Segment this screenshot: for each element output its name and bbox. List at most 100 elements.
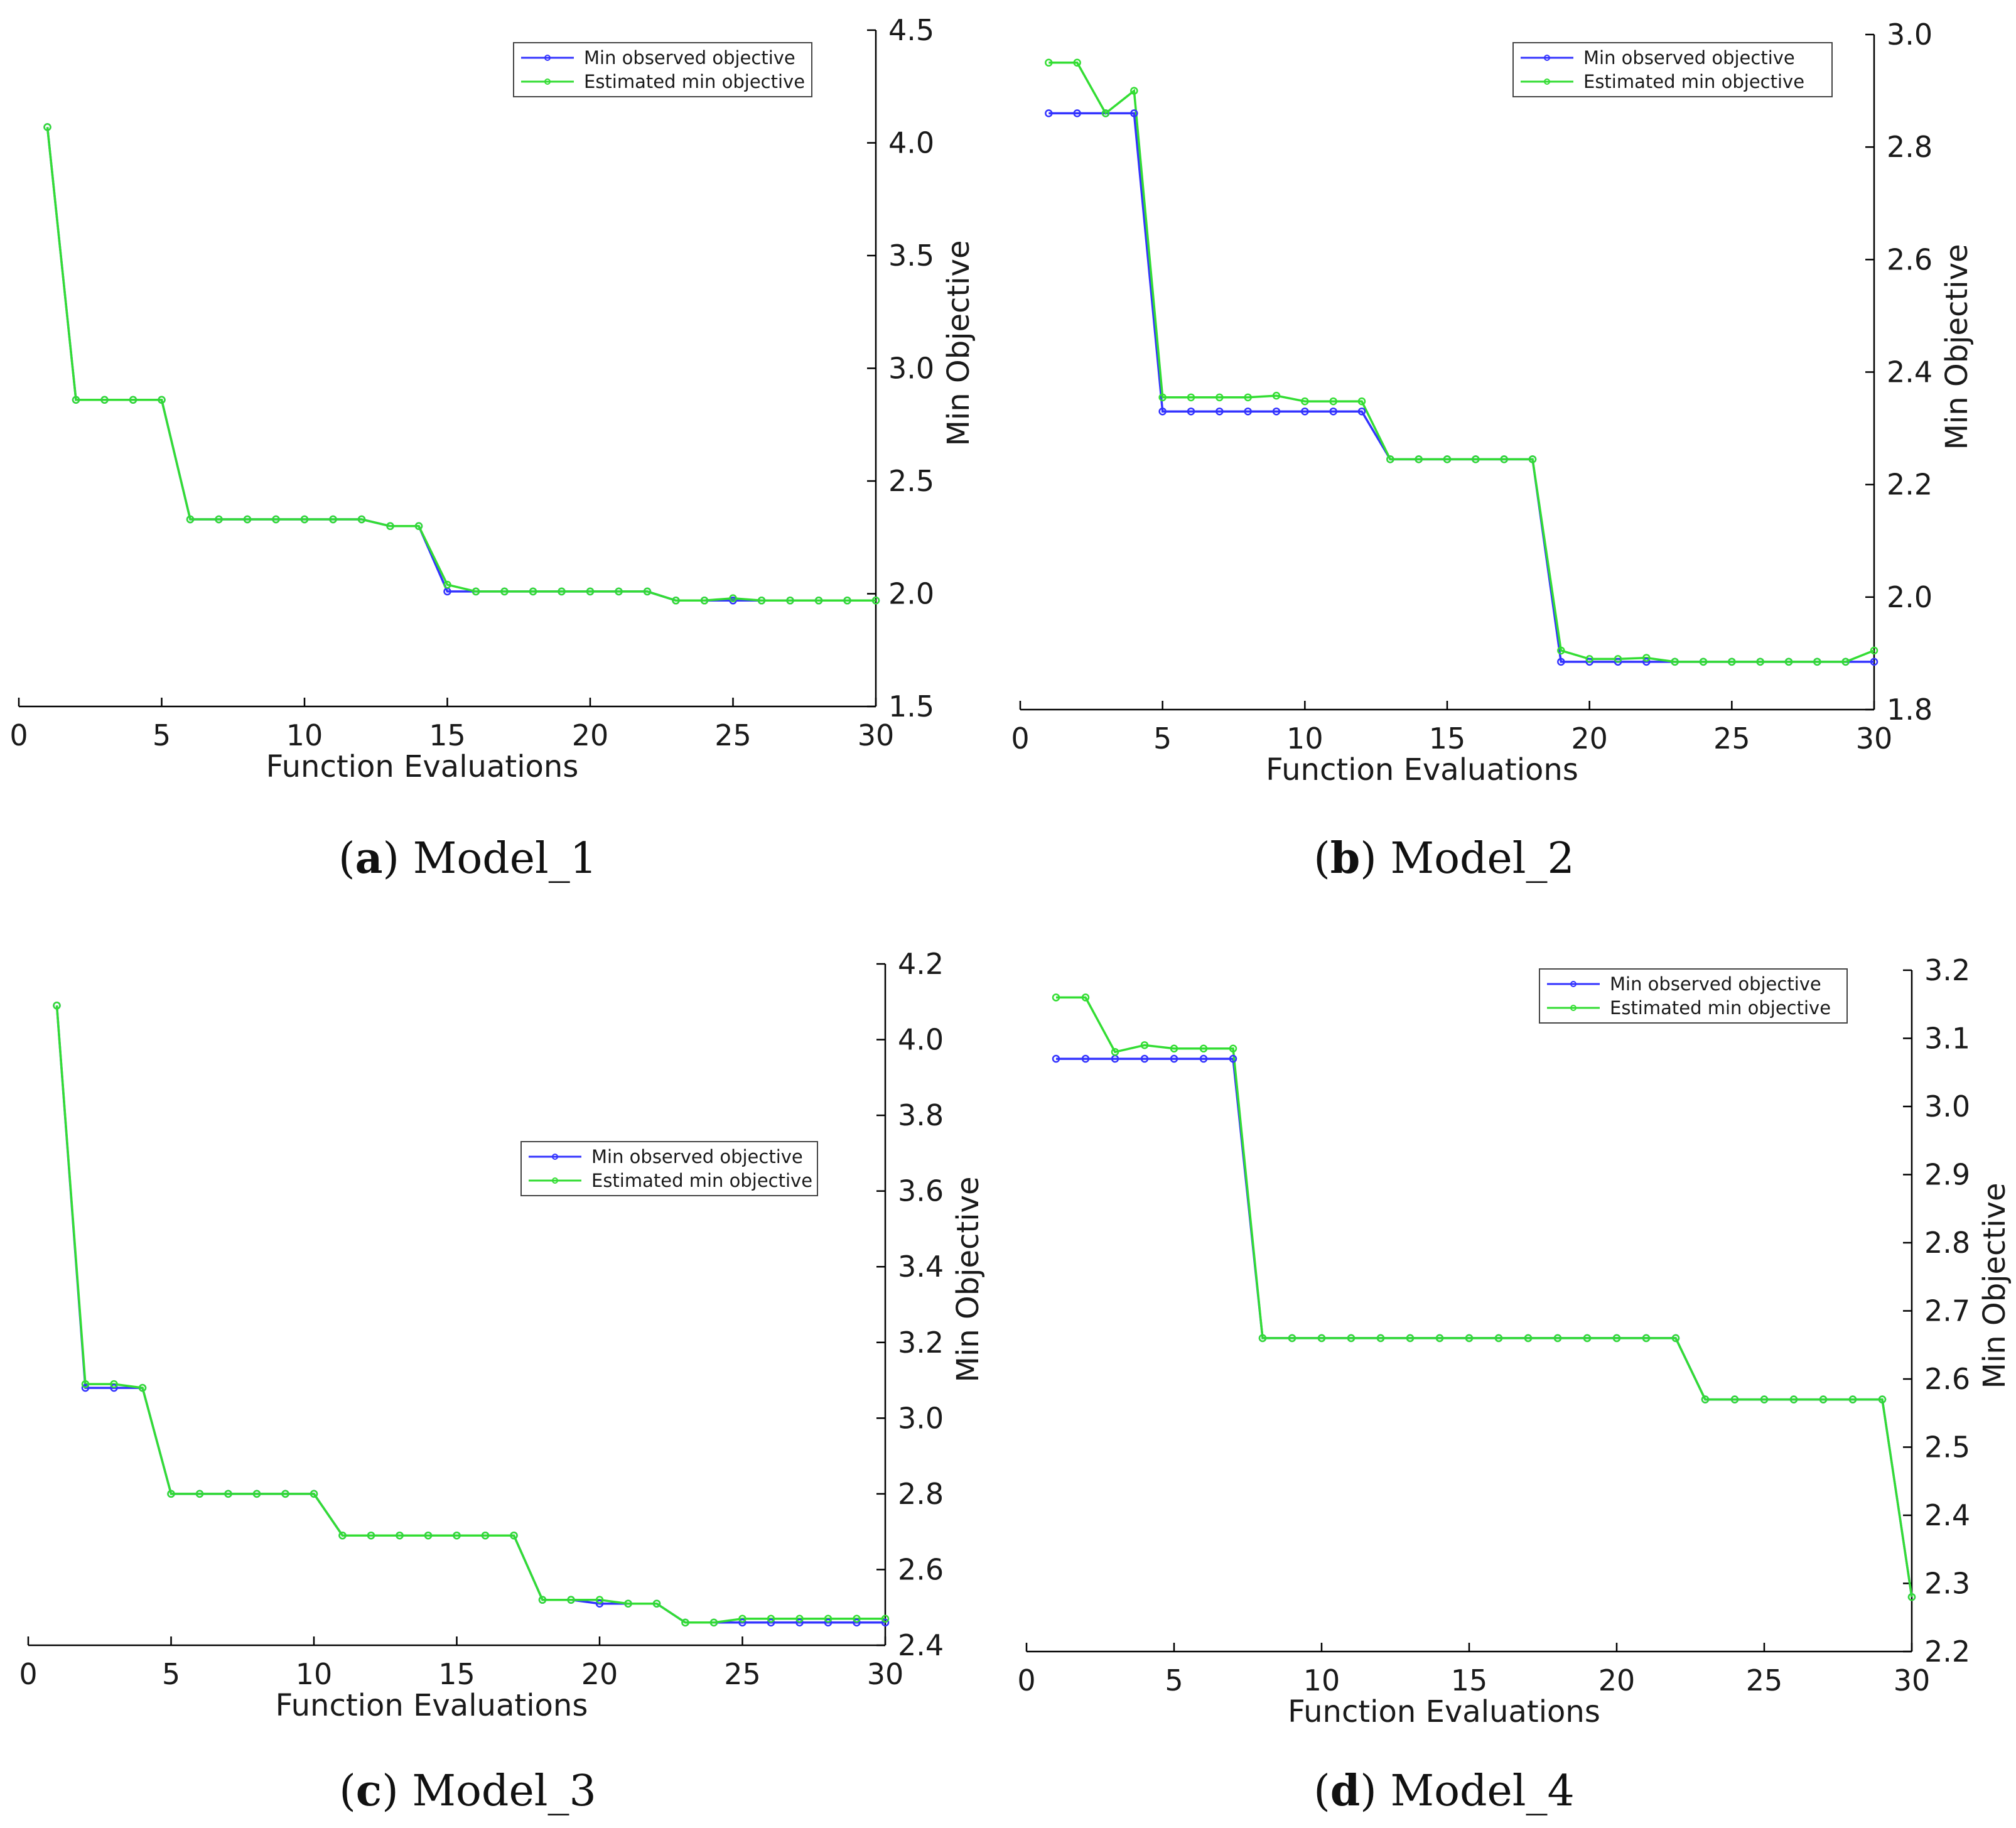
data-point-estimated-min xyxy=(681,1618,689,1627)
data-point-estimated-min xyxy=(1583,1334,1592,1343)
panel-caption: (c) Model_3 xyxy=(339,1766,596,1816)
data-point-estimated-min xyxy=(43,123,51,131)
data-point-estimated-min xyxy=(1472,455,1480,463)
y-axis-title: Min Objective xyxy=(1939,244,1975,450)
legend-label: Estimated min objective xyxy=(591,1170,812,1191)
data-point-estimated-min xyxy=(100,396,109,404)
x-axis-title: Function Evaluations xyxy=(276,1688,588,1723)
y-tick-label: 2.8 xyxy=(1924,1226,1970,1260)
legend-label: Estimated min objective xyxy=(584,71,805,92)
data-point-min-observed xyxy=(1052,1054,1060,1063)
data-point-estimated-min xyxy=(329,515,337,524)
legend-label: Estimated min objective xyxy=(1583,71,1804,92)
y-tick-label: 1.5 xyxy=(888,690,934,723)
data-point-estimated-min xyxy=(1244,393,1252,402)
x-tick-label: 30 xyxy=(1856,722,1893,755)
y-tick-label: 3.0 xyxy=(1924,1090,1970,1123)
data-point-estimated-min xyxy=(1813,657,1821,666)
x-tick-label: 15 xyxy=(1429,722,1466,755)
x-tick-label: 10 xyxy=(296,1657,333,1691)
data-point-estimated-min xyxy=(824,1614,833,1623)
data-point-estimated-min xyxy=(1357,397,1366,406)
data-point-estimated-min xyxy=(757,597,766,605)
data-point-estimated-min xyxy=(1612,1334,1621,1343)
y-tick-label: 3.8 xyxy=(898,1098,944,1132)
data-point-estimated-min xyxy=(510,1531,518,1540)
y-tick-label: 4.0 xyxy=(888,126,934,160)
legend-box xyxy=(513,42,812,97)
data-point-estimated-min xyxy=(738,1614,747,1623)
data-point-estimated-min xyxy=(1111,1047,1119,1056)
data-point-min-observed xyxy=(1229,1054,1237,1063)
data-point-estimated-min xyxy=(1870,646,1879,655)
data-point-estimated-min xyxy=(615,587,623,596)
data-point-estimated-min xyxy=(1130,87,1138,95)
data-point-min-observed xyxy=(1329,407,1337,416)
y-tick-label: 2.5 xyxy=(888,464,934,498)
data-point-estimated-min xyxy=(1101,109,1110,117)
data-point-estimated-min xyxy=(624,1599,632,1608)
data-point-min-observed xyxy=(1585,657,1593,666)
data-point-estimated-min xyxy=(652,1599,661,1608)
data-point-estimated-min xyxy=(53,1002,61,1010)
legend-box xyxy=(1512,42,1833,97)
y-tick-label: 4.0 xyxy=(898,1023,944,1057)
data-point-estimated-min xyxy=(453,1531,461,1540)
data-point-estimated-min xyxy=(1819,1395,1828,1403)
legend-marker xyxy=(544,78,551,85)
data-point-estimated-min xyxy=(1229,1044,1237,1053)
caption-name: Model_2 xyxy=(1390,834,1574,884)
y-tick-label: 2.4 xyxy=(1924,1498,1970,1532)
x-tick-label: 15 xyxy=(429,718,466,752)
data-point-estimated-min xyxy=(300,515,309,524)
x-tick-label: 25 xyxy=(1713,722,1750,755)
data-point-estimated-min xyxy=(110,1380,118,1388)
data-point-min-observed xyxy=(1140,1054,1149,1063)
y-axis-title: Min Objective xyxy=(951,1176,986,1382)
legend-marker xyxy=(552,1154,558,1160)
data-point-estimated-min xyxy=(1730,1395,1739,1403)
x-tick-label: 5 xyxy=(1165,1663,1183,1697)
y-tick-label: 2.6 xyxy=(898,1552,944,1586)
data-point-estimated-min xyxy=(158,396,166,404)
data-point-min-observed xyxy=(1272,407,1281,416)
series-line-estimated-min xyxy=(1048,62,1875,663)
caption-letter: b xyxy=(1330,833,1361,884)
legend: Min observed objective Estimated min obje… xyxy=(520,1141,818,1196)
data-point-estimated-min xyxy=(386,522,394,531)
data-point-min-observed xyxy=(1170,1054,1178,1063)
data-point-estimated-min xyxy=(786,597,794,605)
caption-letter: a xyxy=(355,833,382,884)
data-point-estimated-min xyxy=(195,1490,204,1498)
data-point-estimated-min xyxy=(1216,393,1224,402)
legend-marker xyxy=(1570,1005,1577,1011)
x-tick-label: 30 xyxy=(858,718,895,752)
data-point-estimated-min xyxy=(1553,1334,1562,1343)
y-tick-label: 3.2 xyxy=(898,1326,944,1360)
data-point-estimated-min xyxy=(1642,1334,1651,1343)
data-point-estimated-min xyxy=(252,1490,261,1498)
data-point-estimated-min xyxy=(1841,657,1850,666)
data-point-estimated-min xyxy=(1500,455,1508,463)
legend-marker xyxy=(552,1177,558,1184)
caption-name: Model_4 xyxy=(1390,1766,1574,1816)
data-point-estimated-min xyxy=(243,515,252,524)
data-point-estimated-min xyxy=(843,597,851,605)
data-point-estimated-min xyxy=(1045,58,1053,67)
y-tick-label: 2.2 xyxy=(1887,468,1932,502)
data-point-min-observed xyxy=(81,1383,90,1392)
panel-c: 0 5 10 15 20 25 302.4 2.6 2.8 3.0 3.2 3.4 3.6 3.8 4.0 4… xyxy=(19,947,986,1816)
legend-marker xyxy=(544,55,551,61)
y-tick-label: 3.1 xyxy=(1924,1022,1970,1056)
legend-marker xyxy=(1544,55,1550,61)
data-point-estimated-min xyxy=(215,515,223,524)
x-tick-label: 5 xyxy=(153,718,171,752)
data-point-min-observed xyxy=(795,1618,804,1627)
x-tick-label: 20 xyxy=(581,1657,618,1691)
data-point-estimated-min xyxy=(81,1380,90,1388)
data-point-estimated-min xyxy=(1170,1044,1178,1053)
data-point-min-observed xyxy=(1244,407,1252,416)
data-point-estimated-min xyxy=(643,587,652,596)
data-point-estimated-min xyxy=(881,1614,890,1623)
